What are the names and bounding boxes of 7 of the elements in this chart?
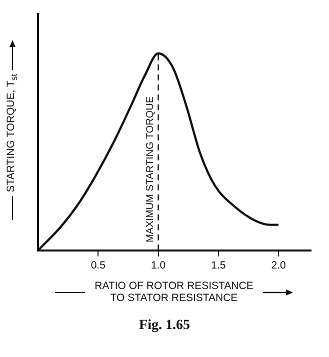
x-tick-label: 1.5 [211, 260, 226, 272]
x-tick-label: 2.0 [271, 260, 286, 272]
caption: Fig. 1.65 [138, 318, 191, 334]
x-tick-label: 0.5 [90, 260, 106, 272]
ref-line-label: MAXIMUM STARTING TORQUE [145, 96, 156, 242]
x-axis-title: RATIO OF ROTOR RESISTANCE TO STATOR RESISTANCE [94, 280, 254, 304]
x-tick-label: 1.0 [150, 260, 166, 272]
